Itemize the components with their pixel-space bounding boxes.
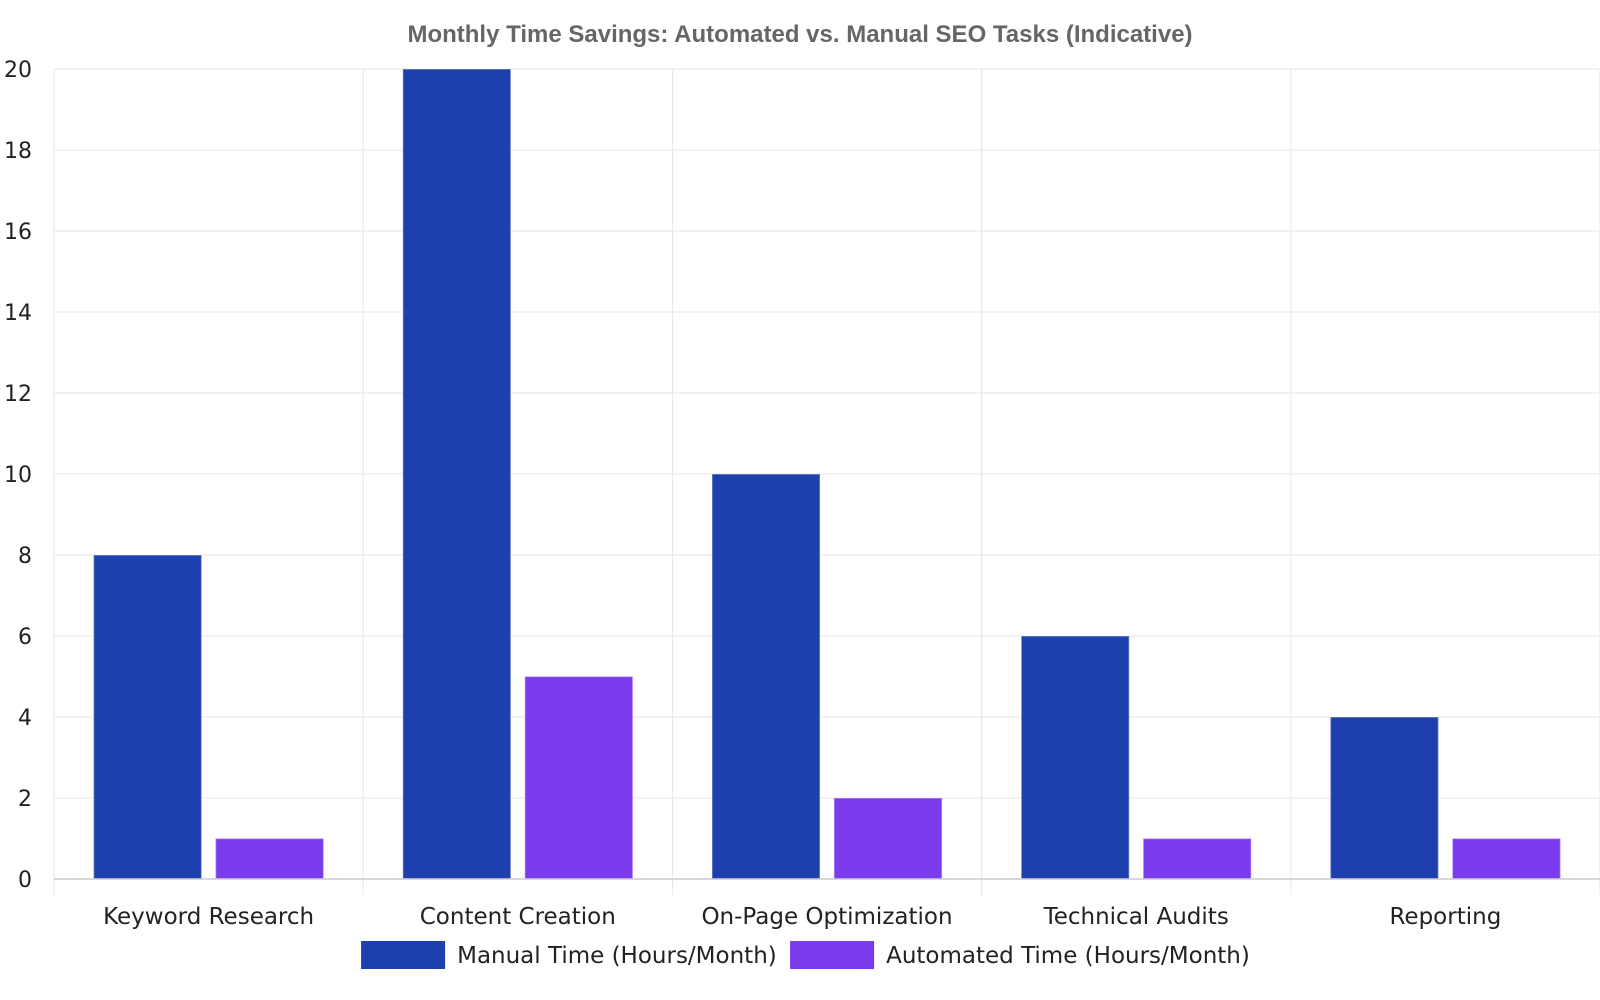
- x-tick-label: On-Page Optimization: [701, 904, 952, 930]
- grid-layer: [53, 68, 1600, 895]
- legend-item[interactable]: Manual Time (Hours/Month): [361, 941, 777, 969]
- bar: [833, 797, 943, 880]
- y-tick-label: 20: [4, 58, 32, 83]
- bar: [1142, 837, 1252, 880]
- bar: [92, 554, 203, 880]
- y-tick-label: 16: [4, 220, 32, 245]
- y-tick-label: 12: [4, 382, 32, 407]
- y-tick-label: 14: [4, 301, 32, 326]
- chart-title: Monthly Time Savings: Automated vs. Manu…: [407, 21, 1192, 48]
- y-tick-label: 10: [4, 463, 32, 488]
- x-tick-label: Keyword Research: [103, 904, 314, 930]
- bar: [524, 675, 634, 880]
- x-tick-label: Technical Audits: [1043, 904, 1229, 930]
- y-tick-label: 0: [18, 868, 32, 893]
- bars-layer: [92, 68, 1562, 880]
- y-tick-label: 2: [18, 787, 32, 812]
- bar: [402, 68, 512, 880]
- bar: [1451, 837, 1562, 880]
- bar: [1020, 635, 1130, 880]
- y-tick-label: 6: [18, 625, 32, 650]
- bar: [711, 473, 821, 880]
- legend-item[interactable]: Automated Time (Hours/Month): [790, 941, 1250, 969]
- bar: [214, 837, 325, 880]
- legend: Manual Time (Hours/Month) Automated Time …: [361, 941, 1250, 969]
- y-tick-label: 8: [18, 544, 32, 569]
- x-tick-label: Reporting: [1389, 904, 1501, 930]
- axis-layer: 0 2 4 6 8 10 12 14 16 18 20 Keyword Research Content…: [4, 58, 1600, 930]
- legend-label: Automated Time (Hours/Month): [886, 943, 1250, 969]
- y-tick-label: 18: [4, 139, 32, 164]
- legend-label: Manual Time (Hours/Month): [457, 943, 777, 969]
- x-tick-label: Content Creation: [420, 904, 616, 930]
- bar: [1329, 716, 1440, 880]
- y-tick-label: 4: [18, 706, 32, 731]
- legend-swatch: [790, 941, 875, 969]
- legend-swatch: [361, 941, 446, 969]
